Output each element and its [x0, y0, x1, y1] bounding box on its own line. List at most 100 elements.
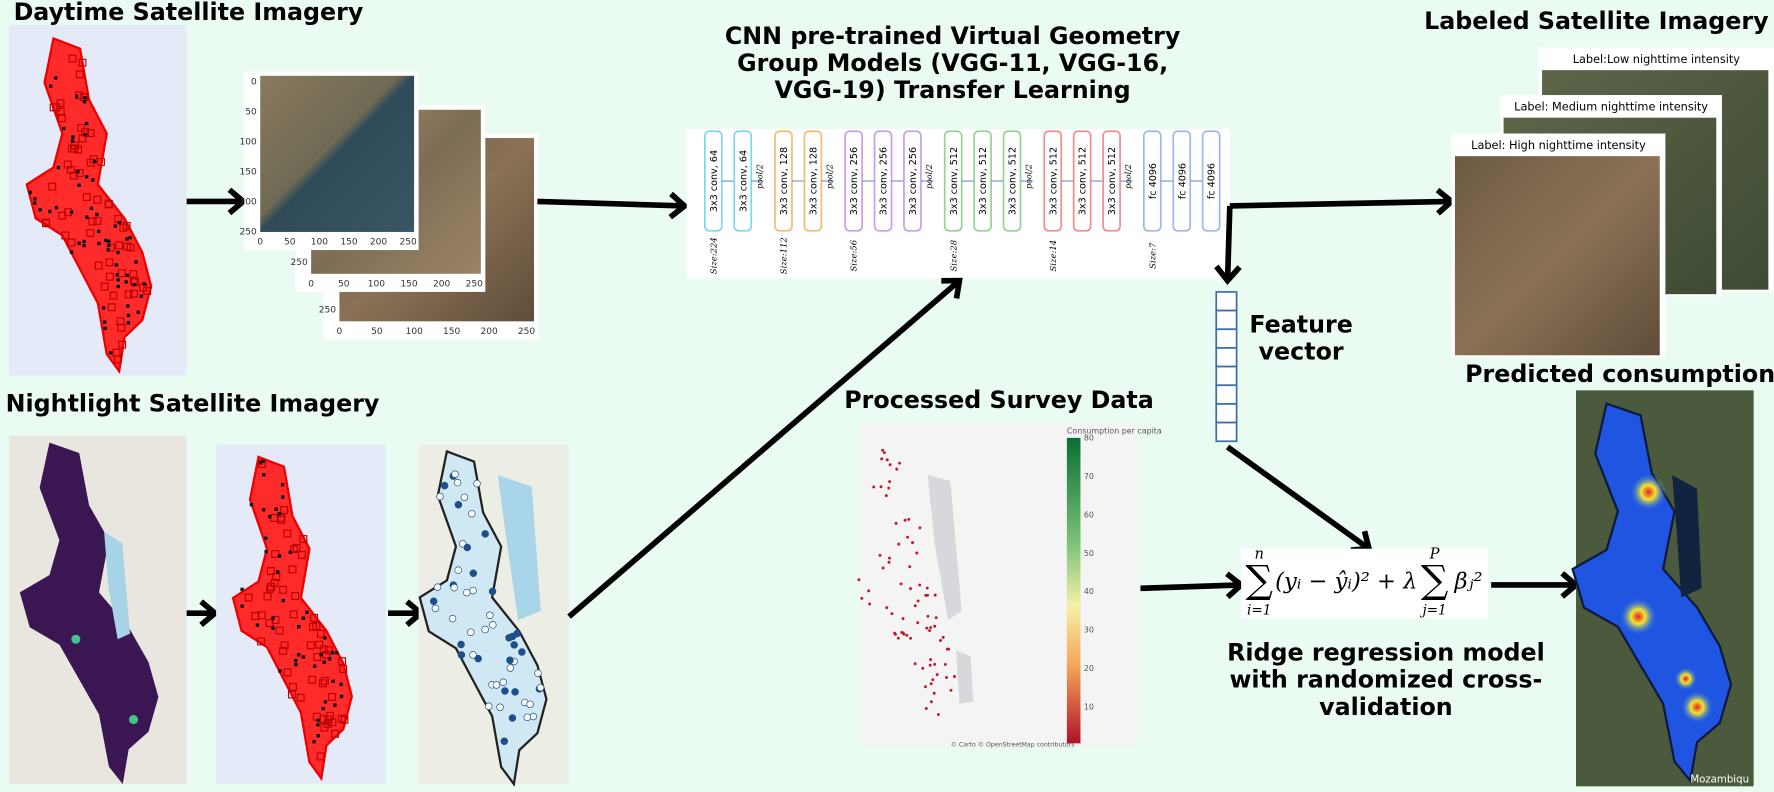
- axis-tick: 250: [400, 238, 418, 248]
- survey-dot: [909, 587, 912, 591]
- cell-dot: [97, 241, 101, 246]
- cell-dot: [331, 679, 335, 683]
- lake: [104, 531, 131, 640]
- cell-dot: [33, 197, 37, 201]
- cell-box: [322, 650, 331, 659]
- cell-dot: [321, 706, 325, 711]
- cell-dot: [333, 703, 337, 707]
- cell-box: [68, 54, 77, 63]
- survey-dot: [941, 635, 945, 639]
- survey-dot: [529, 712, 538, 721]
- cell-dot: [48, 209, 52, 214]
- survey-dot: [451, 470, 459, 478]
- layer-label: fc 4096: [1177, 163, 1188, 199]
- survey-dot: [474, 654, 482, 663]
- cell-dot: [107, 239, 111, 243]
- survey-dot: [457, 651, 466, 659]
- cell-dot: [85, 215, 89, 219]
- survey-dot: [893, 631, 897, 635]
- layer-label: 3x3 conv, 512: [1048, 147, 1059, 215]
- cell-box: [93, 195, 102, 204]
- cell-box: [107, 303, 116, 312]
- ridge-label: Ridge regression model: [1227, 638, 1545, 666]
- survey-dot: [931, 678, 935, 682]
- cell-dot: [38, 208, 42, 212]
- cell-box: [66, 165, 75, 174]
- survey-dot: [939, 639, 942, 642]
- cell-dot: [124, 280, 128, 284]
- cell-box: [78, 134, 87, 143]
- survey-dot: [440, 481, 449, 490]
- cell-dot: [107, 243, 111, 248]
- cell-box: [289, 682, 297, 691]
- cell-box: [109, 291, 118, 300]
- section-title: Daytime Satellite Imagery: [14, 0, 364, 26]
- axis-tick: 0: [257, 238, 263, 248]
- survey-dot: [926, 593, 929, 597]
- cell-box: [308, 675, 317, 684]
- cell-box: [279, 585, 288, 594]
- cell-dot: [339, 694, 344, 699]
- survey-dot: [468, 509, 476, 518]
- cell-dot: [84, 175, 89, 179]
- section-title: Predicted consumption: [1465, 360, 1774, 388]
- survey-dot: [489, 621, 497, 629]
- survey-dot: [467, 628, 475, 636]
- cell-dot: [322, 660, 326, 664]
- survey-dot: [881, 566, 885, 570]
- survey-dot: [867, 589, 871, 593]
- cell-box: [118, 340, 127, 349]
- cell-dot: [70, 139, 75, 143]
- map-label: Mozambiqu: [1690, 775, 1749, 786]
- cell-box: [114, 355, 122, 364]
- cell-dot: [316, 723, 320, 727]
- survey-dot: [906, 535, 910, 539]
- survey-dot: [518, 648, 526, 656]
- axis-tick: 200: [433, 279, 451, 289]
- axis-tick: 100: [240, 137, 258, 147]
- cell-dot: [126, 304, 130, 308]
- axis-tick: 250: [240, 227, 258, 237]
- survey-dot: [953, 675, 956, 678]
- colorbar-tick: 10: [1084, 703, 1094, 712]
- survey-dot: [457, 640, 465, 649]
- survey-dot: [429, 597, 438, 606]
- cell-dot: [288, 550, 292, 555]
- cell-dot: [71, 135, 75, 139]
- survey-dot: [898, 461, 902, 465]
- survey-dot: [916, 621, 920, 625]
- satellite-image: [260, 75, 415, 232]
- survey-dot: [879, 485, 883, 489]
- cell-dot: [83, 133, 87, 137]
- cell-dot: [104, 238, 108, 243]
- cell-box: [117, 269, 126, 278]
- axis-tick: 150: [443, 327, 461, 337]
- survey-dot: [484, 702, 493, 710]
- cell-box: [331, 729, 340, 738]
- cell-box: [244, 593, 253, 602]
- cell-dot: [276, 570, 280, 574]
- colorbar-tick: 40: [1084, 587, 1094, 596]
- survey-dot: [868, 602, 872, 606]
- arrow-line: [537, 198, 685, 209]
- layer-label: 3x3 conv, 128: [779, 147, 790, 215]
- cell-box: [105, 258, 114, 267]
- cell-box: [257, 637, 265, 646]
- cell-box: [263, 592, 272, 601]
- cell-box: [287, 690, 296, 699]
- size-label: Size:56: [849, 239, 859, 271]
- survey-dot: [901, 617, 905, 621]
- colorbar-tick: 20: [1084, 664, 1094, 673]
- survey-dot: [913, 604, 917, 608]
- cell-box: [115, 241, 124, 250]
- survey-dot: [469, 586, 477, 595]
- arrow-line: [1140, 582, 1242, 592]
- hotspot: [1674, 667, 1698, 691]
- survey-dot: [878, 553, 882, 557]
- cell-box: [339, 665, 348, 673]
- cell-box: [104, 199, 113, 208]
- cell-dot: [297, 624, 301, 629]
- cell-box: [251, 612, 260, 621]
- cell-dot: [82, 100, 87, 104]
- survey-dot: [925, 626, 929, 630]
